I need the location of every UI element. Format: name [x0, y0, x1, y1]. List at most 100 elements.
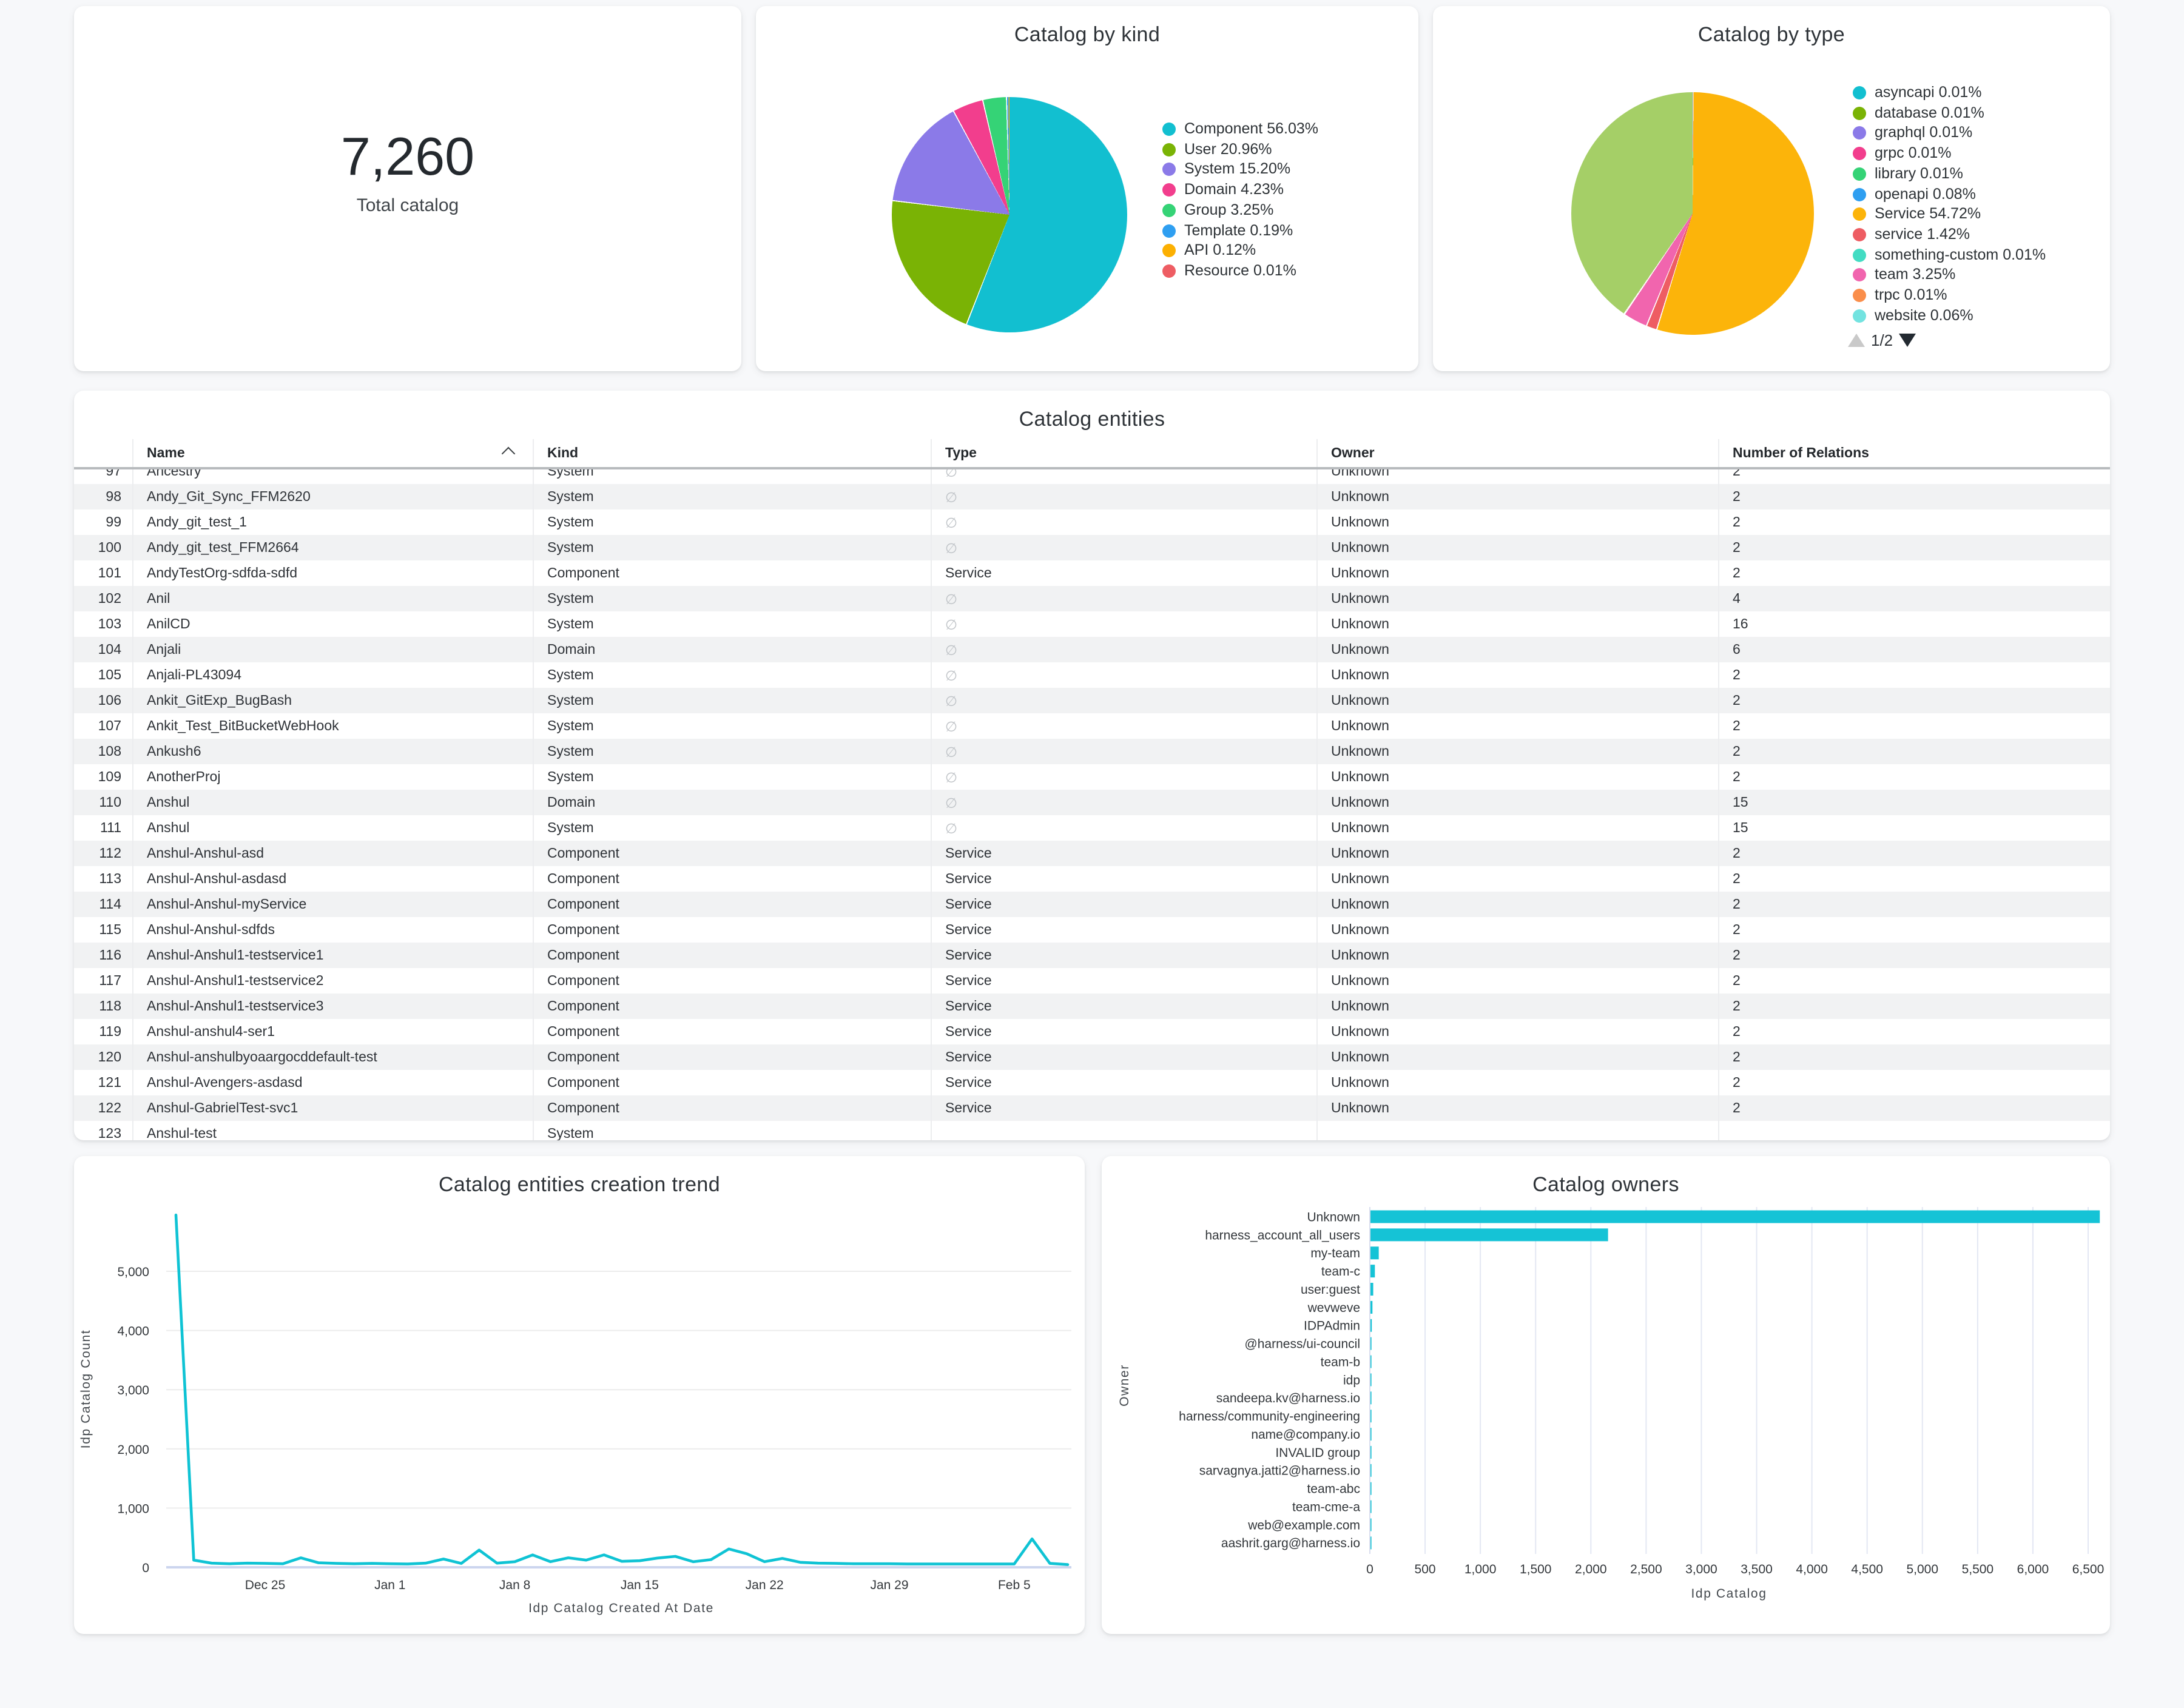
- y-tick-label: 2,000: [117, 1443, 149, 1457]
- x-tick-label: 500: [1415, 1562, 1436, 1576]
- name-cell: Anshul: [133, 815, 534, 841]
- legend-page-up-icon[interactable]: [1848, 334, 1865, 347]
- table-row[interactable]: 109 AnotherProj System ∅ Unknown 2: [74, 764, 2110, 790]
- legend-label: database 0.01%: [1875, 104, 1984, 121]
- row-number-cell: 99: [74, 509, 133, 535]
- table-row[interactable]: 123 Anshul-test System: [74, 1121, 2110, 1140]
- legend-item[interactable]: library 0.01%: [1853, 164, 2052, 184]
- table-row[interactable]: 97 Ancestry System ∅ Unknown 2: [74, 469, 2110, 484]
- type-cell: Service: [932, 994, 1318, 1019]
- legend-item[interactable]: openapi 0.08%: [1853, 184, 2052, 204]
- kind-cell: Component: [534, 1044, 932, 1070]
- table-row[interactable]: 108 Ankush6 System ∅ Unknown 2: [74, 739, 2110, 764]
- kind-cell: System: [534, 739, 932, 764]
- table-row[interactable]: 115 Anshul-Anshul-sdfds Component Service Un…: [74, 917, 2110, 943]
- legend-item[interactable]: something-custom 0.01%: [1853, 244, 2052, 264]
- relations-cell: 2: [1733, 489, 1741, 504]
- name-cell: Anshul-Avengers-asdasd: [133, 1070, 534, 1095]
- column-header-kind[interactable]: Kind: [534, 439, 932, 467]
- type-cell: ∅: [932, 739, 1318, 764]
- table-row[interactable]: 122 Anshul-GabrielTest-svc1 Component Servi…: [74, 1095, 2110, 1121]
- table-row[interactable]: 113 Anshul-Anshul-asdasd Component Service U…: [74, 866, 2110, 892]
- y-category-label: name@company.io: [1251, 1428, 1360, 1442]
- relations-cell: 15: [1733, 795, 1748, 810]
- table-row[interactable]: 107 Ankit_Test_BitBucketWebHook System ∅ Unk…: [74, 713, 2110, 739]
- table-row[interactable]: 119 Anshul-anshul4-ser1 Component Service Un…: [74, 1019, 2110, 1044]
- legend-item[interactable]: System 15.20%: [1162, 160, 1318, 180]
- table-row[interactable]: 118 Anshul-Anshul1-testservice3 Component S…: [74, 994, 2110, 1019]
- legend-item[interactable]: Component 56.03%: [1162, 119, 1318, 139]
- legend-item[interactable]: grpc 0.01%: [1853, 143, 2052, 163]
- kind-cell: Component: [534, 1070, 932, 1095]
- kind-cell: System: [534, 662, 932, 688]
- name-cell: Anshul-Anshul-sdfds: [133, 917, 534, 943]
- legend-item[interactable]: graphql 0.01%: [1853, 123, 2052, 143]
- legend-item[interactable]: trpc 0.01%: [1853, 285, 2052, 305]
- column-header-type[interactable]: Type: [932, 439, 1318, 467]
- relations-cell: 2: [1733, 744, 1741, 759]
- legend-item[interactable]: asyncapi 0.01%: [1853, 82, 2052, 103]
- bar: [1370, 1445, 1372, 1459]
- legend-item[interactable]: website 0.06%: [1853, 305, 2052, 325]
- row-number-cell: 97: [74, 469, 133, 484]
- catalog-by-type-pie: [1571, 92, 1814, 335]
- y-axis-title: Owner: [1117, 1364, 1131, 1407]
- x-tick-label: 6,500: [2072, 1562, 2105, 1576]
- table-row[interactable]: 116 Anshul-Anshul1-testservice1 Component S…: [74, 943, 2110, 968]
- legend-item[interactable]: Resource 0.01%: [1162, 261, 1318, 281]
- table-row[interactable]: 102 Anil System ∅ Unknown 4: [74, 586, 2110, 611]
- relations-cell: 2: [1733, 1050, 1741, 1064]
- legend-item[interactable]: team 3.25%: [1853, 265, 2052, 285]
- legend-item[interactable]: service 1.42%: [1853, 224, 2052, 244]
- table-row[interactable]: 99 Andy_git_test_1 System ∅ Unknown 2: [74, 509, 2110, 535]
- owner-cell: Unknown: [1318, 994, 1719, 1019]
- table-row[interactable]: 112 Anshul-Anshul-asd Component Service Unkn…: [74, 841, 2110, 866]
- column-header-relations[interactable]: Number of Relations: [1733, 446, 1869, 460]
- legend-item[interactable]: API 0.12%: [1162, 240, 1318, 260]
- legend-item[interactable]: Group 3.25%: [1162, 200, 1318, 220]
- table-row[interactable]: 110 Anshul Domain ∅ Unknown 15: [74, 790, 2110, 815]
- table-row[interactable]: 117 Anshul-Anshul1-testservice2 Component S…: [74, 968, 2110, 994]
- total-catalog-label: Total catalog: [356, 195, 459, 216]
- legend-item[interactable]: User 20.96%: [1162, 139, 1318, 159]
- legend-page-down-icon[interactable]: [1899, 334, 1916, 347]
- legend-pager: 1/2: [1848, 331, 1916, 349]
- bar: [1370, 1210, 2100, 1223]
- legend-item[interactable]: Template 0.19%: [1162, 220, 1318, 240]
- table-row[interactable]: 111 Anshul System ∅ Unknown 15: [74, 815, 2110, 841]
- column-header-name[interactable]: Name: [133, 439, 534, 467]
- kind-cell: Component: [534, 1095, 932, 1121]
- table-row[interactable]: 100 Andy_git_test_FFM2664 System ∅ Unknown 2: [74, 535, 2110, 560]
- table-row[interactable]: 104 Anjali Domain ∅ Unknown 6: [74, 637, 2110, 662]
- relations-cell: 2: [1733, 469, 1741, 479]
- table-row[interactable]: 120 Anshul-anshulbyoaargocddefault-test Co…: [74, 1044, 2110, 1070]
- x-tick-label: Feb 5: [998, 1578, 1031, 1592]
- bar: [1370, 1246, 1379, 1260]
- legend-label: trpc 0.01%: [1875, 286, 1947, 304]
- legend-item[interactable]: database 0.01%: [1853, 103, 2052, 123]
- owner-cell: Unknown: [1318, 968, 1719, 994]
- type-cell: Service: [932, 1095, 1318, 1121]
- table-row[interactable]: 114 Anshul-Anshul-myService Component Servi…: [74, 892, 2110, 917]
- table-row[interactable]: 101 AndyTestOrg-sdfda-sdfd Component Servic…: [74, 560, 2110, 586]
- table-row[interactable]: 121 Anshul-Avengers-asdasd Component Servic…: [74, 1070, 2110, 1095]
- y-category-label: IDPAdmin: [1304, 1319, 1360, 1333]
- table-row[interactable]: 103 AnilCD System ∅ Unknown 16: [74, 611, 2110, 637]
- table-row[interactable]: 98 Andy_Git_Sync_FFM2620 System ∅ Unknown 2: [74, 484, 2110, 509]
- catalog-by-type-card: Catalog by type asyncapi 0.01% database 0…: [1433, 6, 2110, 371]
- column-header-owner[interactable]: Owner: [1318, 439, 1719, 467]
- y-tick-label: 0: [142, 1561, 149, 1575]
- legend-item[interactable]: Domain 4.23%: [1162, 180, 1318, 200]
- table-row[interactable]: 106 Ankit_GitExp_BugBash System ∅ Unknown 2: [74, 688, 2110, 713]
- kind-cell: Domain: [534, 637, 932, 662]
- legend-swatch: [1162, 143, 1176, 156]
- type-cell: ∅: [932, 637, 1318, 662]
- name-cell: Andy_git_test_FFM2664: [133, 535, 534, 560]
- catalog-entities-title: Catalog entities: [1019, 408, 1165, 431]
- kind-cell: Component: [534, 841, 932, 866]
- y-category-label: my-team: [1310, 1246, 1360, 1260]
- legend-item[interactable]: Service 54.72%: [1853, 204, 2052, 224]
- name-cell: Anjali-PL43094: [133, 662, 534, 688]
- table-row[interactable]: 105 Anjali-PL43094 System ∅ Unknown 2: [74, 662, 2110, 688]
- legend-label: library 0.01%: [1875, 164, 1963, 182]
